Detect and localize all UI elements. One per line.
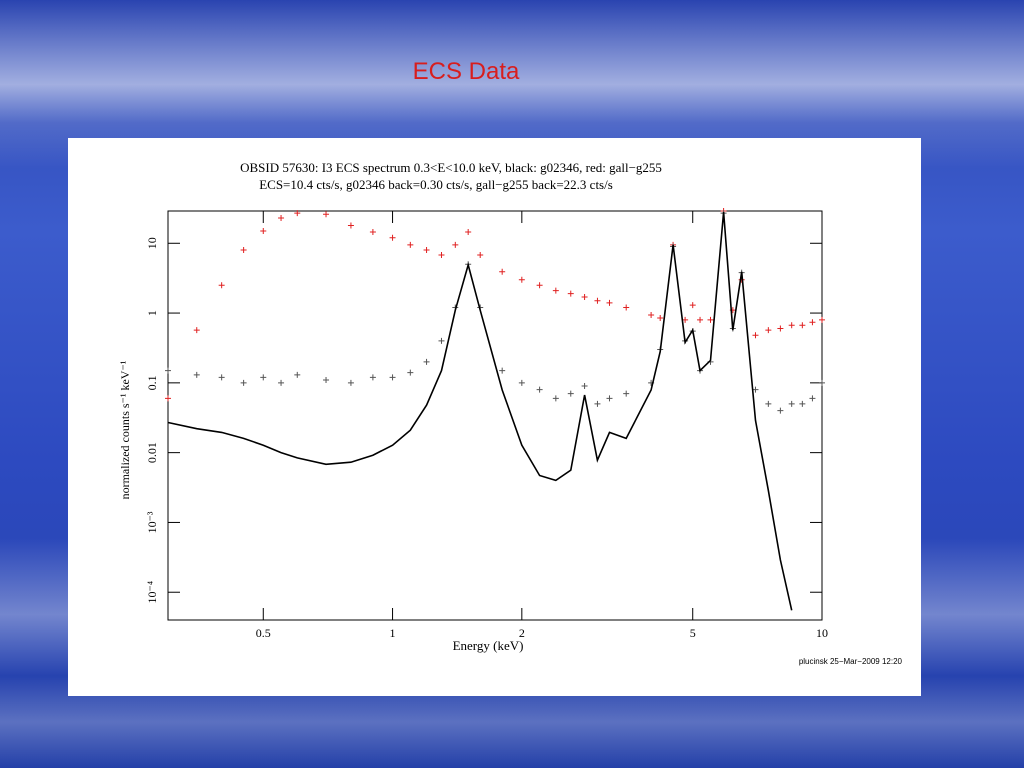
data-point [193, 371, 200, 378]
data-point [240, 379, 247, 386]
data-point [788, 322, 795, 329]
data-point [552, 287, 559, 294]
plot-frame [167, 210, 823, 621]
data-point [278, 379, 285, 386]
data-point [389, 374, 396, 381]
data-point [606, 299, 613, 306]
data-point [567, 390, 574, 397]
footer-annotation: plucinsk 25−Mar−2009 12:20 [799, 657, 903, 666]
data-point [347, 222, 354, 229]
data-point [765, 400, 772, 407]
data-point [323, 211, 330, 218]
data-point [218, 282, 225, 289]
y-axis-label: normalized counts s⁻¹ keV⁻¹ [118, 360, 132, 499]
data-point [567, 290, 574, 297]
x-tick-label: 5 [690, 626, 696, 640]
data-point [752, 332, 759, 339]
data-point [260, 374, 267, 381]
y-tick-label: 10⁻³ [145, 511, 159, 533]
data-point [369, 374, 376, 381]
data-point [777, 407, 784, 414]
chart-panel: OBSID 57630: I3 ECS spectrum 0.3<E<10.0 … [68, 138, 921, 696]
x-axis-label: Energy (keV) [453, 638, 524, 653]
data-point [809, 319, 816, 326]
data-point [278, 215, 285, 222]
x-tick-label: 1 [390, 626, 396, 640]
data-point [165, 395, 171, 402]
data-point [518, 379, 525, 386]
data-point [438, 251, 445, 258]
data-point [347, 379, 354, 386]
data-point [799, 322, 806, 329]
data-point [294, 210, 301, 217]
y-tick-label: 10 [145, 237, 159, 249]
chart: OBSID 57630: I3 ECS spectrum 0.3<E<10.0 … [118, 160, 903, 666]
data-point [465, 229, 472, 236]
data-point [260, 227, 267, 234]
data-point [423, 358, 430, 365]
data-point [581, 293, 588, 300]
data-point [193, 327, 200, 334]
data-point [477, 251, 484, 258]
data-point [389, 234, 396, 241]
data-point [799, 400, 806, 407]
slide-title: ECS Data [412, 58, 520, 85]
data-point [240, 247, 247, 254]
data-point [518, 276, 525, 283]
data-point [819, 316, 825, 323]
data-point [581, 383, 588, 390]
x-tick-label: 0.5 [256, 626, 271, 640]
y-tick-label: 0.1 [145, 375, 159, 390]
data-point [407, 241, 414, 248]
y-tick-label: 10⁻⁴ [145, 581, 159, 604]
data-point [819, 379, 825, 386]
data-point [623, 304, 630, 311]
chart-subtitle: ECS=10.4 cts/s, g02346 back=0.30 cts/s, … [259, 177, 613, 192]
data-point [657, 314, 664, 321]
chart-title: OBSID 57630: I3 ECS spectrum 0.3<E<10.0 … [240, 160, 662, 175]
data-point [438, 337, 445, 344]
data-point [536, 386, 543, 393]
data-point [689, 302, 696, 309]
y-tick-label: 1 [145, 310, 159, 316]
data-point [369, 229, 376, 236]
model-line [167, 212, 793, 611]
data-point [218, 374, 225, 381]
data-point [423, 247, 430, 254]
data-point [809, 395, 816, 402]
data-point [499, 268, 506, 275]
data-point [323, 376, 330, 383]
data-point [765, 327, 772, 334]
data-point [788, 400, 795, 407]
data-point [752, 386, 759, 393]
data-point [623, 390, 630, 397]
data-point [499, 367, 506, 374]
data-point [777, 325, 784, 332]
x-tick-label: 2 [519, 626, 525, 640]
data-point [552, 395, 559, 402]
x-tick-label: 10 [816, 626, 828, 640]
data-point [294, 371, 301, 378]
data-point [536, 282, 543, 289]
data-point [407, 369, 414, 376]
data-point [697, 316, 704, 323]
data-point [606, 395, 613, 402]
data-point [165, 367, 171, 374]
data-point [648, 311, 655, 318]
data-point [594, 297, 601, 304]
data-point [594, 400, 601, 407]
y-tick-label: 0.01 [145, 442, 159, 463]
data-point [452, 241, 459, 248]
data-point [707, 316, 714, 323]
